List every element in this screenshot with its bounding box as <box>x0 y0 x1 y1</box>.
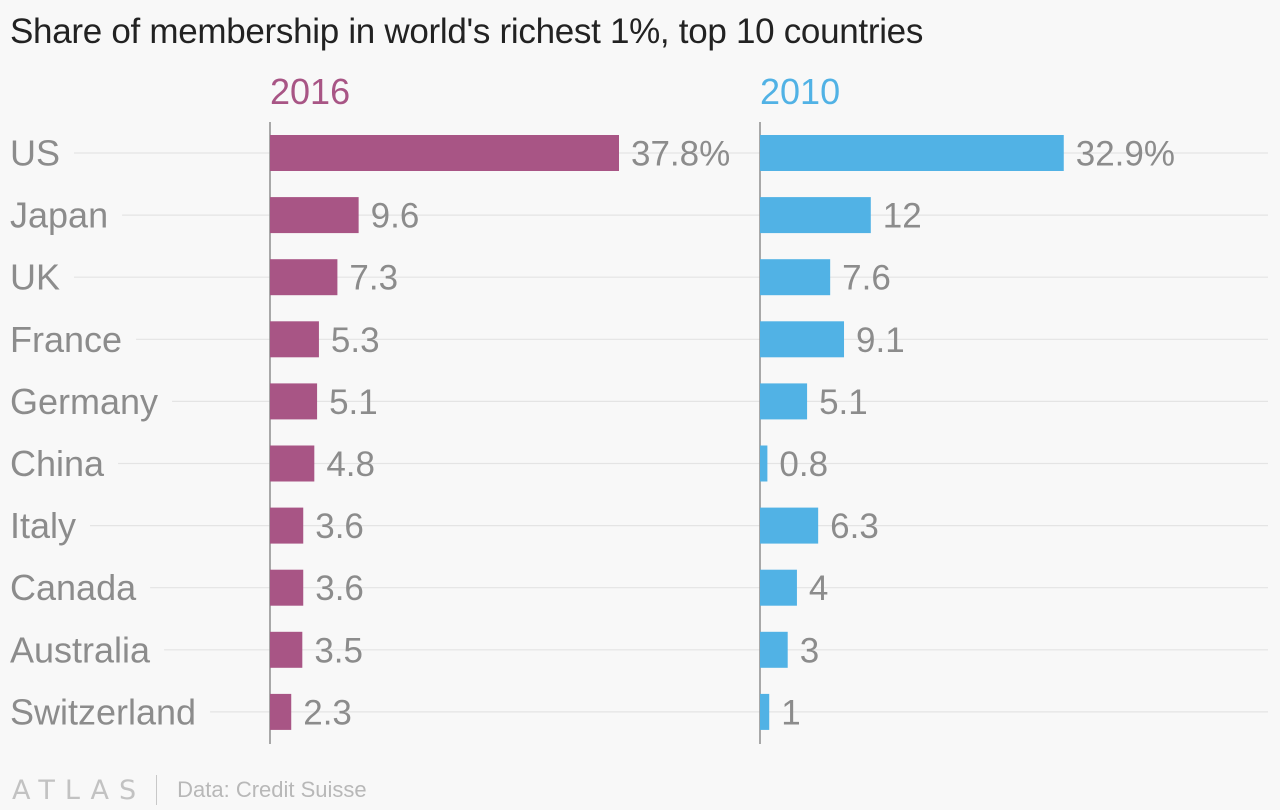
bar-2016-switzerland <box>270 693 292 730</box>
panel-header-2010: 2010 <box>760 71 840 112</box>
value-label: 37.8% <box>631 135 730 174</box>
bar-2016-uk <box>270 259 338 296</box>
bar-2016-italy <box>270 507 304 544</box>
bar-2010-italy <box>760 507 819 544</box>
value-label: 6.3 <box>830 507 879 546</box>
value-label: 3 <box>800 631 819 670</box>
value-label: 7.3 <box>349 259 398 298</box>
bar-2016-germany <box>270 383 318 420</box>
panel-header-2016: 2016 <box>270 71 350 112</box>
bar-2016-canada <box>270 569 304 606</box>
category-label-germany: Germany <box>10 381 158 422</box>
value-label: 9.6 <box>371 197 420 236</box>
value-label: 5.3 <box>331 321 380 360</box>
category-label-china: China <box>10 443 105 484</box>
value-label: 5.1 <box>329 383 378 422</box>
bar-2016-china <box>270 445 315 482</box>
atlas-logo: ATLAS <box>12 774 147 806</box>
category-label-italy: Italy <box>10 505 76 546</box>
gridlines <box>74 152 1268 713</box>
value-label: 5.1 <box>819 383 868 422</box>
footer: ATLAS Data: Credit Suisse <box>12 772 367 808</box>
value-label: 3.6 <box>315 507 364 546</box>
value-label: 3.6 <box>315 569 364 608</box>
chart-title: Share of membership in world's richest 1… <box>10 12 924 51</box>
bar-2016-australia <box>270 631 303 668</box>
bar-2010-france <box>760 321 845 358</box>
bar-2010-us <box>760 135 1064 171</box>
value-label: 4.8 <box>326 445 375 484</box>
category-labels: US Japan UK France Germany China Italy Canada Au… <box>10 133 196 733</box>
bar-2010-australia <box>760 631 788 668</box>
panels: 2016 37.8% 9.6 7.3 5.3 5.1 4.8 3.6 3.6 3.5 2.3 2010… <box>269 71 1175 744</box>
value-label: 3.5 <box>314 631 363 670</box>
category-label-switzerland: Switzerland <box>10 691 196 732</box>
value-label: 4 <box>809 569 828 608</box>
source-note: Data: Credit Suisse <box>177 777 367 802</box>
value-label: 2.3 <box>303 693 352 732</box>
value-label: 1 <box>781 693 800 732</box>
bar-2010-germany <box>760 383 808 420</box>
category-label-us: US <box>10 133 60 174</box>
value-label: 0.8 <box>779 445 828 484</box>
category-label-australia: Australia <box>10 629 151 670</box>
bar-2016-us <box>270 135 619 171</box>
bar-2016-japan <box>270 197 359 234</box>
category-label-japan: Japan <box>10 195 108 236</box>
category-label-canada: Canada <box>10 567 137 608</box>
value-label: 12 <box>883 197 922 236</box>
value-label: 32.9% <box>1076 135 1175 174</box>
category-label-france: France <box>10 319 122 360</box>
value-label: 7.6 <box>842 259 891 298</box>
bar-2010-uk <box>760 259 831 296</box>
bar-2010-switzerland <box>760 693 770 730</box>
bar-2016-france <box>270 321 319 358</box>
bar-2010-japan <box>760 197 871 234</box>
panel-2016: 2016 37.8% 9.6 7.3 5.3 5.1 4.8 3.6 3.6 3.5 2.3 <box>269 71 730 744</box>
bar-2010-china <box>760 445 768 482</box>
footer-divider <box>156 775 158 805</box>
panel-2010: 2010 32.9% 12 7.6 9.1 5.1 0.86.34 31 <box>759 71 1175 744</box>
value-label: 9.1 <box>856 321 905 360</box>
category-label-uk: UK <box>10 257 60 298</box>
bar-chart: US Japan UK France Germany China Italy Canada Au… <box>10 71 1268 744</box>
bar-2010-canada <box>760 569 797 606</box>
